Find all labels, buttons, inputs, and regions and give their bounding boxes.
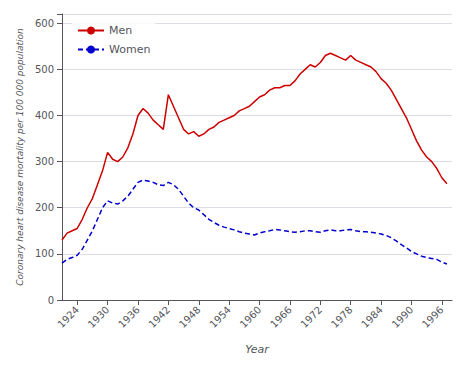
svg-text:1990: 1990	[390, 304, 416, 330]
svg-text:0: 0	[48, 295, 54, 306]
svg-text:1942: 1942	[146, 304, 172, 330]
svg-text:Coronary heart disease mortali: Coronary heart disease mortality per 100…	[15, 28, 25, 286]
svg-text:1972: 1972	[298, 304, 324, 330]
svg-text:300: 300	[35, 156, 54, 167]
svg-text:1966: 1966	[268, 304, 294, 330]
svg-text:400: 400	[35, 110, 54, 121]
svg-text:100: 100	[35, 248, 54, 259]
svg-text:1930: 1930	[86, 304, 112, 330]
svg-text:1948: 1948	[177, 304, 203, 330]
svg-text:1996: 1996	[420, 304, 446, 330]
svg-text:1954: 1954	[207, 304, 233, 330]
svg-text:Men: Men	[109, 24, 132, 37]
svg-text:200: 200	[35, 202, 54, 213]
svg-text:600: 600	[35, 18, 54, 29]
svg-text:Women: Women	[109, 43, 150, 56]
svg-text:500: 500	[35, 64, 54, 75]
svg-text:1936: 1936	[116, 304, 142, 330]
svg-text:1978: 1978	[329, 304, 355, 330]
svg-text:Year: Year	[245, 343, 270, 356]
svg-text:1984: 1984	[359, 304, 385, 330]
svg-text:1924: 1924	[55, 304, 81, 330]
svg-text:1960: 1960	[238, 304, 264, 330]
